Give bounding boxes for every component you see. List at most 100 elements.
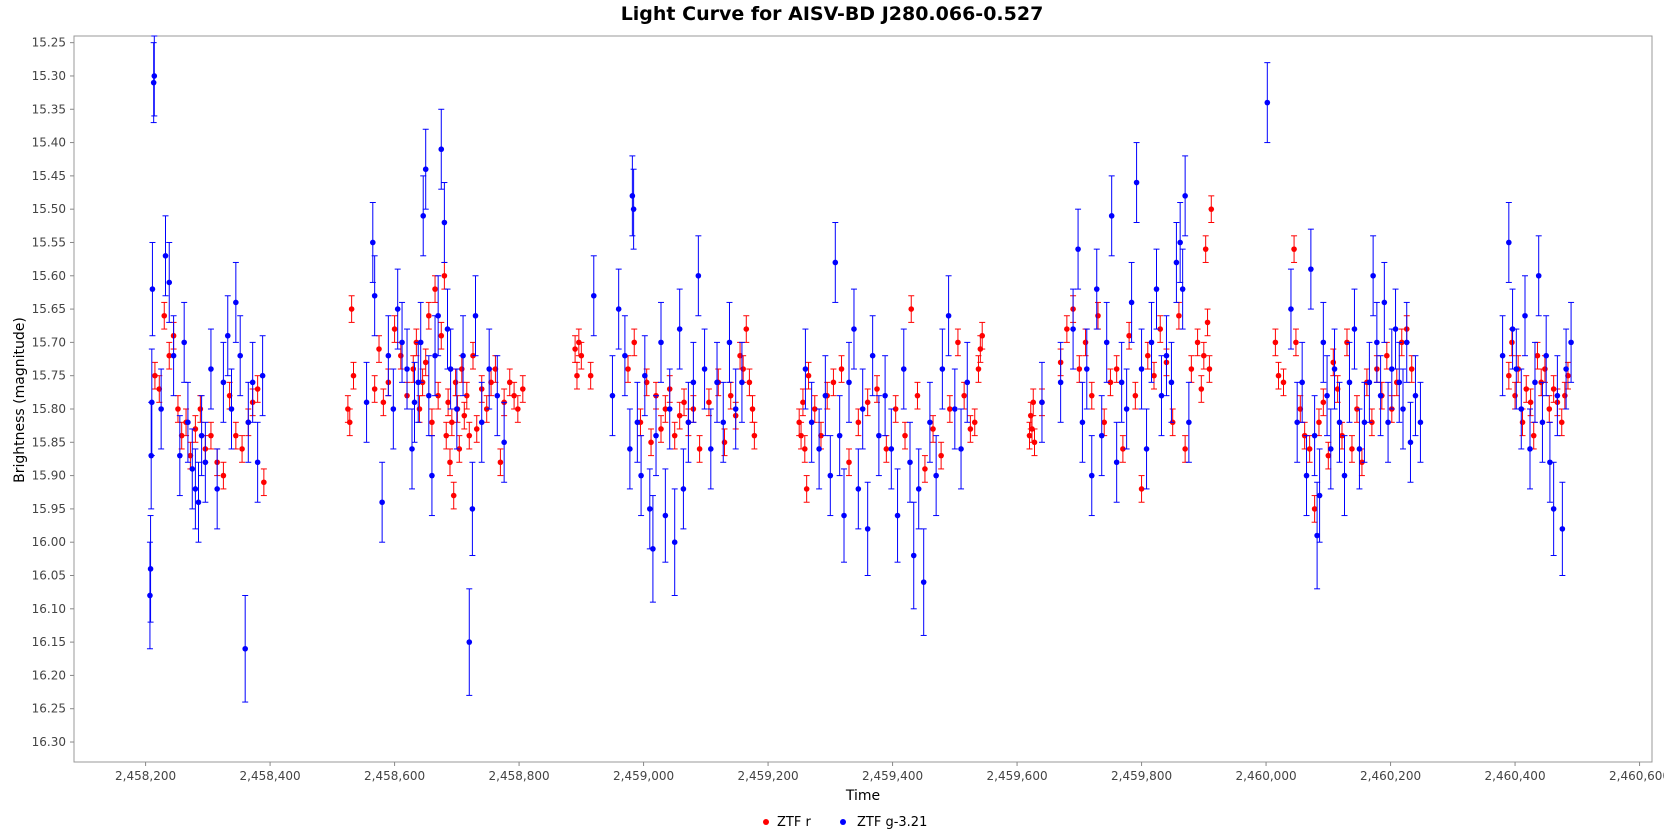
data-point xyxy=(874,386,880,392)
data-point xyxy=(681,399,687,406)
data-point xyxy=(1341,472,1348,479)
data-point xyxy=(228,406,235,412)
data-point xyxy=(420,213,427,219)
data-point xyxy=(1133,179,1140,186)
data-point xyxy=(1093,286,1100,292)
data-point xyxy=(1311,432,1318,439)
data-point xyxy=(411,399,418,406)
data-point xyxy=(572,346,578,352)
data-point xyxy=(662,512,669,519)
data-point xyxy=(945,312,952,319)
x-axis: 2,458,200 2,458,400 2,458,600 2,458,800 2,45… xyxy=(115,762,1664,783)
data-point xyxy=(1320,399,1327,406)
data-point xyxy=(443,432,450,439)
data-point xyxy=(1396,379,1403,386)
data-point xyxy=(1550,506,1557,512)
x-tick-label: 2,460,600 xyxy=(1609,769,1664,783)
data-point xyxy=(1198,386,1205,392)
data-point xyxy=(708,446,714,452)
data-point xyxy=(1118,379,1125,386)
data-point xyxy=(447,459,453,466)
data-point xyxy=(1280,379,1287,386)
data-point xyxy=(1366,379,1373,386)
data-point xyxy=(680,486,687,492)
data-point xyxy=(348,306,355,312)
data-point xyxy=(629,193,636,199)
data-point xyxy=(1392,326,1399,332)
data-point xyxy=(1542,366,1548,372)
data-point xyxy=(836,432,843,439)
data-point xyxy=(798,432,804,439)
x-tick-label: 2,459,800 xyxy=(1111,769,1172,783)
data-point xyxy=(261,479,267,486)
data-point xyxy=(195,499,202,506)
data-point xyxy=(515,406,521,412)
data-point xyxy=(740,366,746,372)
x-tick-label: 2,459,600 xyxy=(987,769,1048,783)
data-point xyxy=(1532,379,1538,386)
data-point xyxy=(1064,326,1070,332)
data-point xyxy=(441,272,448,279)
data-point xyxy=(1389,366,1395,372)
y-axis-label: Brightness (magnitude) xyxy=(12,317,28,483)
data-point xyxy=(1148,339,1155,346)
data-point xyxy=(429,472,435,479)
data-point xyxy=(220,472,227,479)
data-point xyxy=(801,446,808,452)
chart-title: Light Curve for AISV-BD J280.066-0.527 xyxy=(621,3,1044,25)
x-tick-label: 2,460,200 xyxy=(1360,769,1421,783)
data-point xyxy=(732,406,739,412)
data-point xyxy=(192,486,199,492)
data-point xyxy=(1330,359,1337,366)
data-point xyxy=(1082,339,1089,346)
data-point xyxy=(1132,392,1139,399)
data-point xyxy=(239,446,245,452)
data-point xyxy=(1384,352,1390,359)
y-tick-label: 15.65 xyxy=(32,302,66,316)
data-point xyxy=(404,366,410,372)
x-tick-label: 2,459,400 xyxy=(862,769,923,783)
data-point xyxy=(147,566,154,572)
x-tick-label: 2,458,400 xyxy=(240,769,301,783)
data-point xyxy=(927,419,933,426)
data-point xyxy=(1182,193,1188,199)
data-point xyxy=(746,379,753,386)
data-point xyxy=(1113,459,1120,466)
data-point xyxy=(1518,406,1525,412)
y-tick-label: 15.60 xyxy=(32,269,66,283)
data-point xyxy=(1303,472,1310,479)
y-tick-label: 15.30 xyxy=(32,69,66,83)
data-point xyxy=(726,339,733,346)
data-point xyxy=(685,419,692,426)
data-point xyxy=(915,486,922,492)
data-point xyxy=(1107,379,1114,386)
data-point xyxy=(907,459,913,466)
data-point xyxy=(1138,366,1145,372)
data-point xyxy=(658,339,664,346)
data-point xyxy=(676,326,683,332)
y-axis: 15.25 15.30 15.35 15.40 15.45 15.50 15.55 15.60… xyxy=(32,36,74,749)
y-tick-label: 15.95 xyxy=(32,502,66,516)
data-point xyxy=(245,419,252,426)
data-point xyxy=(461,412,468,419)
data-point xyxy=(1120,446,1126,452)
data-point xyxy=(1291,246,1297,252)
data-point xyxy=(1314,532,1320,539)
data-point xyxy=(1523,386,1530,392)
data-point xyxy=(1407,439,1414,446)
y-tick-label: 16.05 xyxy=(32,569,66,583)
data-point xyxy=(938,452,944,459)
data-point xyxy=(1412,392,1419,399)
data-point xyxy=(449,419,455,426)
data-point xyxy=(1153,286,1160,292)
data-point xyxy=(587,372,594,379)
data-point xyxy=(422,166,429,173)
data-point xyxy=(254,386,261,392)
data-point xyxy=(150,79,157,86)
data-point xyxy=(469,506,476,512)
data-point xyxy=(1208,206,1215,212)
data-point xyxy=(832,259,839,266)
data-point xyxy=(1512,392,1518,399)
data-point xyxy=(459,366,465,372)
legend: ZTF r ZTF g-3.21 xyxy=(763,815,927,830)
